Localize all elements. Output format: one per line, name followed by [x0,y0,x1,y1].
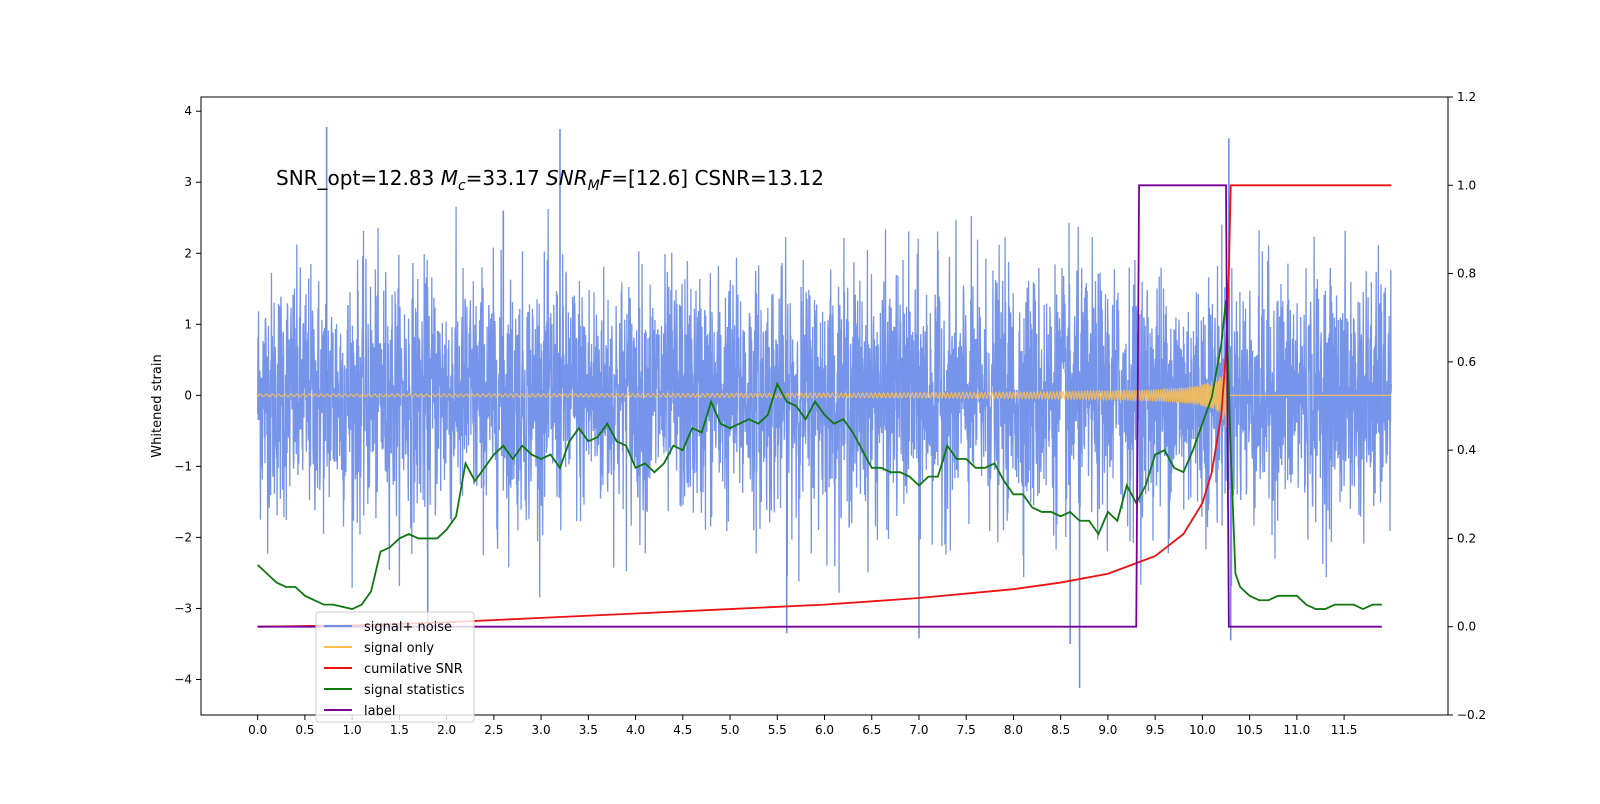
x-tick-label: 11.0 [1283,723,1310,737]
legend-label-signal: signal only [364,641,434,656]
y-left-tick-label: 0 [184,388,192,402]
x-tick-label: 9.0 [1098,723,1117,737]
x-tick-label: 8.5 [1051,723,1070,737]
x-tick-label: 4.0 [626,723,645,737]
y-axis-label: Whitened strain [150,354,165,457]
annotation-mc-value: =33.17 [466,166,546,190]
x-tick-label: 5.0 [720,723,739,737]
legend-label-cumulative: cumilative SNR [364,662,463,677]
y-right-tick-label: 0.8 [1457,267,1476,281]
x-tick-label: 2.0 [437,723,456,737]
y-left-tick-label: −3 [174,601,192,615]
y-left-tick-label: −1 [174,459,192,473]
legend-label-label: label [364,704,395,719]
y-right-tick-label: −0.2 [1457,708,1486,722]
series-signal-statistics [257,299,1382,611]
annotation-snrmf-sub: M [588,178,600,194]
y-right-tick-label: 1.2 [1457,90,1476,104]
chart-annotation: SNR_opt=12.83 Mc=33.17 SNRMF=[12.6] CSNR… [276,166,824,194]
series-signal-only [257,350,1392,428]
x-tick-label: 8.0 [1004,723,1023,737]
annotation-prefix: SNR_opt=12.83 [276,166,441,190]
y-left-tick-label: 2 [184,246,192,260]
y-right-tick-label: 0.6 [1457,355,1476,369]
annotation-mc-sub: c [458,178,466,194]
annotation-mc-symbol: M [441,166,458,190]
y-left-tick-label: −4 [174,672,192,686]
x-tick-label: 0.5 [295,723,314,737]
y-left-tick-label: 1 [184,317,192,331]
x-tick-label: 10.0 [1189,723,1216,737]
annotation-snrmf-symbol: SNR [546,166,588,190]
y-right-tick-label: 1.0 [1457,178,1476,192]
x-tick-label: 11.5 [1331,723,1358,737]
legend-box [315,611,475,723]
x-tick-label: 0.0 [248,723,267,737]
y-right-tick-label: 0.0 [1457,620,1476,634]
annotation-snrmf-value: =[12.6] CSNR=13.12 [611,166,824,190]
annotation-snrmf-f: F [600,166,612,190]
legend: signal+ noise signal only cumilative SNR si… [315,611,475,723]
y-left-tick-label: 4 [184,104,192,118]
y-right-tick-label: 0.2 [1457,531,1476,545]
x-tick-label: 6.0 [815,723,834,737]
y-right-tick-label: 0.4 [1457,443,1476,457]
x-tick-label: 4.5 [673,723,692,737]
plot-area [257,126,1392,689]
series-cumulative-snr [257,184,1392,628]
y-left-tick-label: −2 [174,530,192,544]
x-tick-label: 3.5 [579,723,598,737]
x-tick-label: 7.5 [957,723,976,737]
axes: 0.0 0.5 1.0 1.5 2.0 2.5 3.0 3.5 4.0 4.5 5.0 5.5 6.0 6… [174,90,1486,737]
x-tick-label: 9.5 [1146,723,1165,737]
y-left-tick-label: 3 [184,175,192,189]
x-tick-label: 2.5 [484,723,503,737]
series-label [257,184,1382,628]
x-tick-label: 1.5 [390,723,409,737]
legend-label-noise: signal+ noise [364,620,452,635]
x-tick-label: 7.0 [909,723,928,737]
x-tick-label: 6.5 [862,723,881,737]
x-tick-label: 3.0 [532,723,551,737]
x-tick-label: 10.5 [1236,723,1263,737]
x-tick-label: 1.0 [343,723,362,737]
legend-label-statistics: signal statistics [364,683,465,698]
x-tick-label: 5.5 [768,723,787,737]
